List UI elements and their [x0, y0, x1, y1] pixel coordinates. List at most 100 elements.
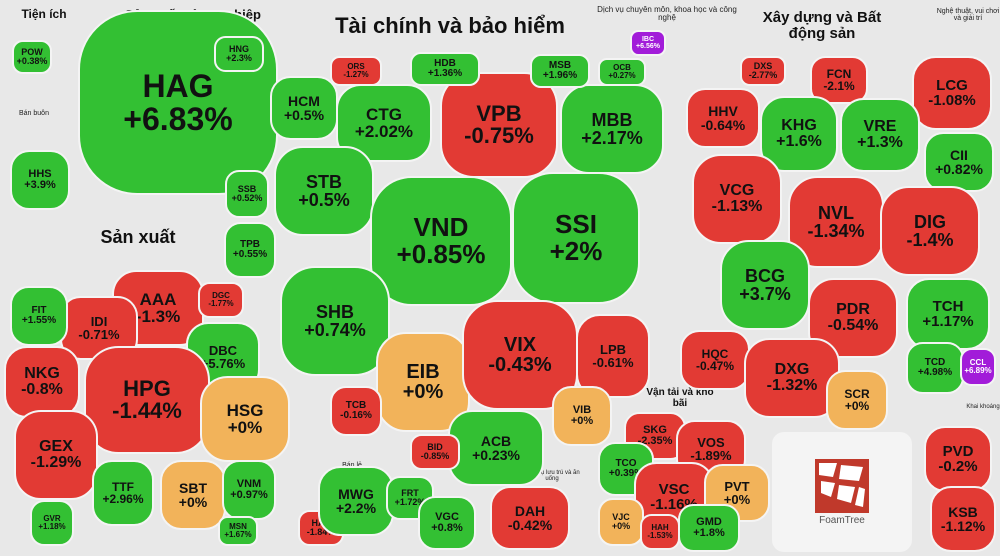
- ticker-cell-bcg[interactable]: BCG +3.7%: [720, 240, 810, 330]
- ticker-change: -1.12%: [940, 518, 986, 534]
- ticker-cell-ibc[interactable]: IBC +6.56%: [630, 30, 666, 56]
- ticker-cell-ksb[interactable]: KSB -1.12%: [930, 486, 996, 552]
- ticker-cell-ocb[interactable]: OCB +0.27%: [598, 58, 646, 86]
- ticker-cell-gvr[interactable]: GVR +1.18%: [30, 500, 74, 546]
- ticker-symbol: POW: [21, 46, 43, 57]
- ticker-cell-hdb[interactable]: HDB +1.36%: [410, 52, 480, 86]
- ticker-cell-gmd[interactable]: GMD +1.8%: [678, 504, 740, 552]
- ticker-cell-sbt[interactable]: SBT +0%: [160, 460, 226, 530]
- ticker-cell-lcg[interactable]: LCG -1.08%: [912, 56, 992, 130]
- ticker-change: +1.36%: [427, 68, 463, 79]
- ticker-cell-hag[interactable]: HAG +6.83%: [78, 10, 278, 195]
- ticker-cell-msb[interactable]: MSB +1.96%: [530, 54, 590, 88]
- ticker-cell-hhs[interactable]: HHS +3.9%: [10, 150, 70, 210]
- ticker-cell-ttf[interactable]: TTF +2.96%: [92, 460, 154, 526]
- ticker-symbol: IDI: [90, 313, 108, 329]
- ticker-cell-cii[interactable]: CII +0.82%: [924, 132, 994, 192]
- ticker-cell-vnd[interactable]: VND +0.85%: [370, 176, 512, 306]
- ticker-cell-hcm[interactable]: HCM +0.5%: [270, 76, 338, 140]
- ticker-cell-acb[interactable]: ACB +0.23%: [448, 410, 544, 486]
- ticker-symbol: CII: [950, 146, 968, 163]
- ticker-cell-gex[interactable]: GEX -1.29%: [14, 410, 98, 500]
- ticker-cell-hhv[interactable]: HHV -0.64%: [686, 88, 760, 148]
- ticker-change: +0.52%: [231, 193, 263, 203]
- ticker-change: +0%: [844, 399, 870, 413]
- ticker-symbol: DIG: [913, 211, 946, 232]
- ticker-cell-tpb[interactable]: TPB +0.55%: [224, 222, 276, 278]
- ticker-change: +1.6%: [776, 133, 822, 150]
- ticker-cell-dxg[interactable]: DXG -1.32%: [744, 338, 840, 418]
- ticker-cell-vib[interactable]: VIB +0%: [552, 386, 612, 446]
- foamtree-logo: FoamTree: [772, 432, 912, 552]
- ticker-symbol: FIT: [31, 304, 47, 316]
- ticker-change: -0.85%: [420, 451, 450, 461]
- ticker-cell-hah[interactable]: HAH -1.53%: [640, 514, 680, 550]
- ticker-cell-pdr[interactable]: PDR -0.54%: [808, 278, 898, 358]
- ticker-cell-eib[interactable]: EIB +0%: [376, 332, 470, 432]
- ticker-cell-stb[interactable]: STB +0.5%: [274, 146, 374, 236]
- ticker-cell-hsg[interactable]: HSG +0%: [200, 376, 290, 462]
- ticker-change: -0.64%: [700, 117, 746, 133]
- ticker-cell-dgc[interactable]: DGC -1.77%: [198, 282, 244, 318]
- ticker-change: -2.77%: [748, 70, 778, 80]
- ticker-change: +1.67%: [224, 530, 252, 539]
- ticker-cell-dig[interactable]: DIG -1.4%: [880, 186, 980, 276]
- ticker-cell-pvd[interactable]: PVD -0.2%: [924, 426, 992, 492]
- ticker-change: +5.76%: [200, 356, 246, 371]
- ticker-cell-ccl[interactable]: CCL +6.89%: [960, 348, 996, 386]
- ticker-cell-ssb[interactable]: SSB +0.52%: [225, 170, 269, 218]
- ticker-symbol: SCR: [844, 386, 870, 401]
- ticker-cell-hqc[interactable]: HQC -0.47%: [680, 330, 750, 390]
- ticker-cell-ssi[interactable]: SSI +2%: [512, 172, 640, 304]
- ticker-symbol: STB: [306, 171, 342, 192]
- ticker-cell-hng[interactable]: HNG +2.3%: [214, 36, 264, 72]
- ticker-cell-nkg[interactable]: NKG -0.8%: [4, 346, 80, 418]
- ticker-symbol: SKG: [643, 423, 667, 436]
- ticker-cell-lpb[interactable]: LPB -0.61%: [576, 314, 650, 398]
- ticker-cell-vcg[interactable]: VCG -1.13%: [692, 154, 782, 244]
- ticker-symbol: TCB: [345, 399, 367, 411]
- ticker-change: +3.9%: [24, 179, 56, 191]
- ticker-cell-dah[interactable]: DAH -0.42%: [490, 486, 570, 550]
- ticker-cell-bid[interactable]: BID -0.85%: [410, 434, 460, 470]
- ticker-change: -1.29%: [30, 454, 82, 471]
- ticker-change: +0.55%: [232, 249, 268, 260]
- ticker-change: -1.77%: [208, 299, 234, 308]
- ticker-change: +1.17%: [922, 313, 974, 330]
- ticker-symbol: HNG: [229, 43, 249, 54]
- ticker-change: +0.8%: [431, 522, 463, 534]
- ticker-cell-tch[interactable]: TCH +1.17%: [906, 278, 990, 350]
- ticker-cell-shb[interactable]: SHB +0.74%: [280, 266, 390, 376]
- ticker-cell-msn[interactable]: MSN +1.67%: [218, 516, 258, 546]
- ticker-symbol: HCM: [288, 92, 320, 109]
- ticker-cell-tcd[interactable]: TCD +4.98%: [906, 342, 964, 394]
- ticker-cell-dxs[interactable]: DXS -2.77%: [740, 56, 786, 86]
- ticker-symbol: VNM: [236, 477, 262, 490]
- ticker-cell-tcb[interactable]: TCB -0.16%: [330, 386, 382, 436]
- ticker-cell-fit[interactable]: FIT +1.55%: [10, 286, 68, 346]
- sector-label-khai-khoang: Khai khoáng: [966, 404, 1000, 410]
- ticker-symbol: FRT: [401, 487, 419, 498]
- ticker-symbol: DGC: [212, 290, 230, 300]
- ticker-change: +0.97%: [230, 489, 268, 501]
- ticker-change: -1.89%: [690, 448, 732, 463]
- ticker-cell-vpb[interactable]: VPB -0.75%: [440, 72, 558, 178]
- ticker-cell-hpg[interactable]: HPG -1.44%: [84, 346, 210, 454]
- ticker-change: +0.82%: [935, 161, 983, 177]
- ticker-cell-vjc[interactable]: VJC +0%: [598, 498, 644, 546]
- ticker-cell-vre[interactable]: VRE +1.3%: [840, 98, 920, 172]
- ticker-cell-ors[interactable]: ORS -1.27%: [330, 56, 382, 86]
- ticker-change: -1.13%: [711, 198, 763, 215]
- ticker-cell-pow[interactable]: POW +0.38%: [12, 40, 52, 74]
- ticker-symbol: SBT: [179, 479, 207, 496]
- ticker-cell-vnm[interactable]: VNM +0.97%: [222, 460, 276, 520]
- sector-label-ban-le: Bán lẻ: [332, 462, 372, 472]
- ticker-change: -1.27%: [343, 70, 369, 79]
- ticker-cell-vgc[interactable]: VGC +0.8%: [418, 496, 476, 550]
- ticker-cell-scr[interactable]: SCR +0%: [826, 370, 888, 430]
- ticker-cell-mwg[interactable]: MWG +2.2%: [318, 466, 394, 536]
- ticker-change: +0.23%: [472, 447, 520, 463]
- ticker-cell-mbb[interactable]: MBB +2.17%: [560, 84, 664, 174]
- ticker-cell-khg[interactable]: KHG +1.6%: [760, 96, 838, 172]
